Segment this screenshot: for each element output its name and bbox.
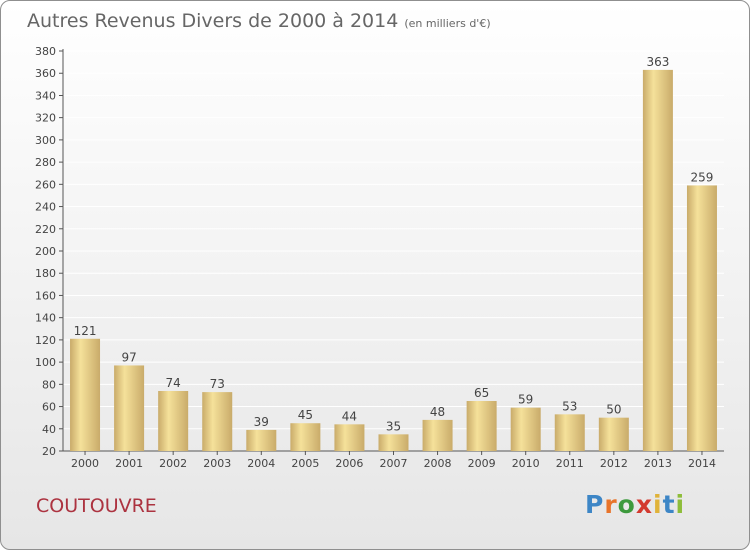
- x-tick-label: 2006: [335, 457, 363, 470]
- bar-value-label: 44: [342, 409, 357, 423]
- place-name: COUTOUVRE: [36, 495, 157, 517]
- x-tick-label: 2013: [644, 457, 672, 470]
- y-tick-label: 320: [35, 112, 56, 125]
- x-tick-label: 2001: [115, 457, 143, 470]
- y-tick-label: 60: [42, 401, 56, 414]
- proxiti-logo: Proxiti: [585, 490, 685, 519]
- y-tick-label: 20: [42, 445, 56, 458]
- x-tick-label: 2007: [380, 457, 408, 470]
- x-tick-label: 2000: [71, 457, 99, 470]
- logo-letter: t: [662, 490, 676, 519]
- y-tick-label: 200: [35, 245, 56, 258]
- x-tick-label: 2002: [159, 457, 187, 470]
- bar: [334, 424, 365, 451]
- bar: [290, 423, 321, 451]
- bar-value-label: 39: [254, 415, 269, 429]
- x-tick-label: 2010: [512, 457, 540, 470]
- bar: [598, 417, 629, 451]
- y-tick-label: 260: [35, 178, 56, 191]
- bar-value-label: 121: [74, 324, 97, 338]
- bar: [246, 429, 277, 451]
- bar-value-label: 35: [386, 419, 401, 433]
- bar: [510, 407, 541, 451]
- bar: [70, 338, 101, 451]
- x-tick-label: 2011: [556, 457, 584, 470]
- y-tick-label: 280: [35, 156, 56, 169]
- y-tick-label: 40: [42, 423, 56, 436]
- bar: [202, 392, 233, 451]
- bar-value-label: 259: [691, 170, 714, 184]
- x-tick-label: 2005: [291, 457, 319, 470]
- y-tick-label: 100: [35, 356, 56, 369]
- bar-value-label: 45: [298, 408, 313, 422]
- y-tick-label: 160: [35, 289, 56, 302]
- logo-letter: i: [675, 490, 686, 519]
- bar-value-label: 53: [562, 399, 577, 413]
- chart-subtitle: (en milliers d'€): [404, 17, 491, 30]
- x-tick-label: 2014: [688, 457, 716, 470]
- bar-value-label: 363: [646, 55, 669, 69]
- y-tick-label: 140: [35, 312, 56, 325]
- bar-value-label: 50: [606, 403, 621, 417]
- bar-value-label: 48: [430, 405, 445, 419]
- chart-title-text: Autres Revenus Divers de 2000 à 2014: [27, 10, 399, 32]
- bar-value-label: 59: [518, 393, 533, 407]
- bar: [378, 434, 409, 451]
- bar: [114, 365, 145, 451]
- bar: [158, 391, 189, 451]
- bar-value-label: 74: [166, 376, 181, 390]
- x-tick-label: 2009: [468, 457, 496, 470]
- x-tick-label: 2012: [600, 457, 628, 470]
- y-tick-label: 220: [35, 223, 56, 236]
- y-tick-label: 180: [35, 267, 56, 280]
- y-tick-label: 360: [35, 67, 56, 80]
- logo-letter: i: [653, 490, 663, 519]
- bar: [686, 185, 717, 451]
- x-tick-label: 2003: [203, 457, 231, 470]
- y-tick-label: 80: [42, 378, 56, 391]
- x-tick-label: 2008: [424, 457, 452, 470]
- y-tick-label: 300: [35, 134, 56, 147]
- logo-letter: P: [585, 490, 605, 519]
- y-tick-label: 340: [35, 89, 56, 102]
- logo-letter: x: [635, 490, 653, 519]
- bar-value-label: 97: [121, 350, 136, 364]
- bar: [642, 69, 673, 451]
- logo-letter: r: [604, 490, 618, 519]
- y-tick-label: 120: [35, 334, 56, 347]
- bar-value-label: 73: [210, 377, 225, 391]
- y-tick-label: 240: [35, 201, 56, 214]
- chart-title: Autres Revenus Divers de 2000 à 2014 (en …: [27, 10, 491, 32]
- bar-value-label: 65: [474, 386, 489, 400]
- x-tick-label: 2004: [247, 457, 275, 470]
- logo-letter: o: [617, 490, 636, 519]
- bar: [466, 401, 497, 451]
- bar: [554, 414, 585, 451]
- bar: [422, 419, 453, 451]
- y-tick-label: 380: [35, 45, 56, 58]
